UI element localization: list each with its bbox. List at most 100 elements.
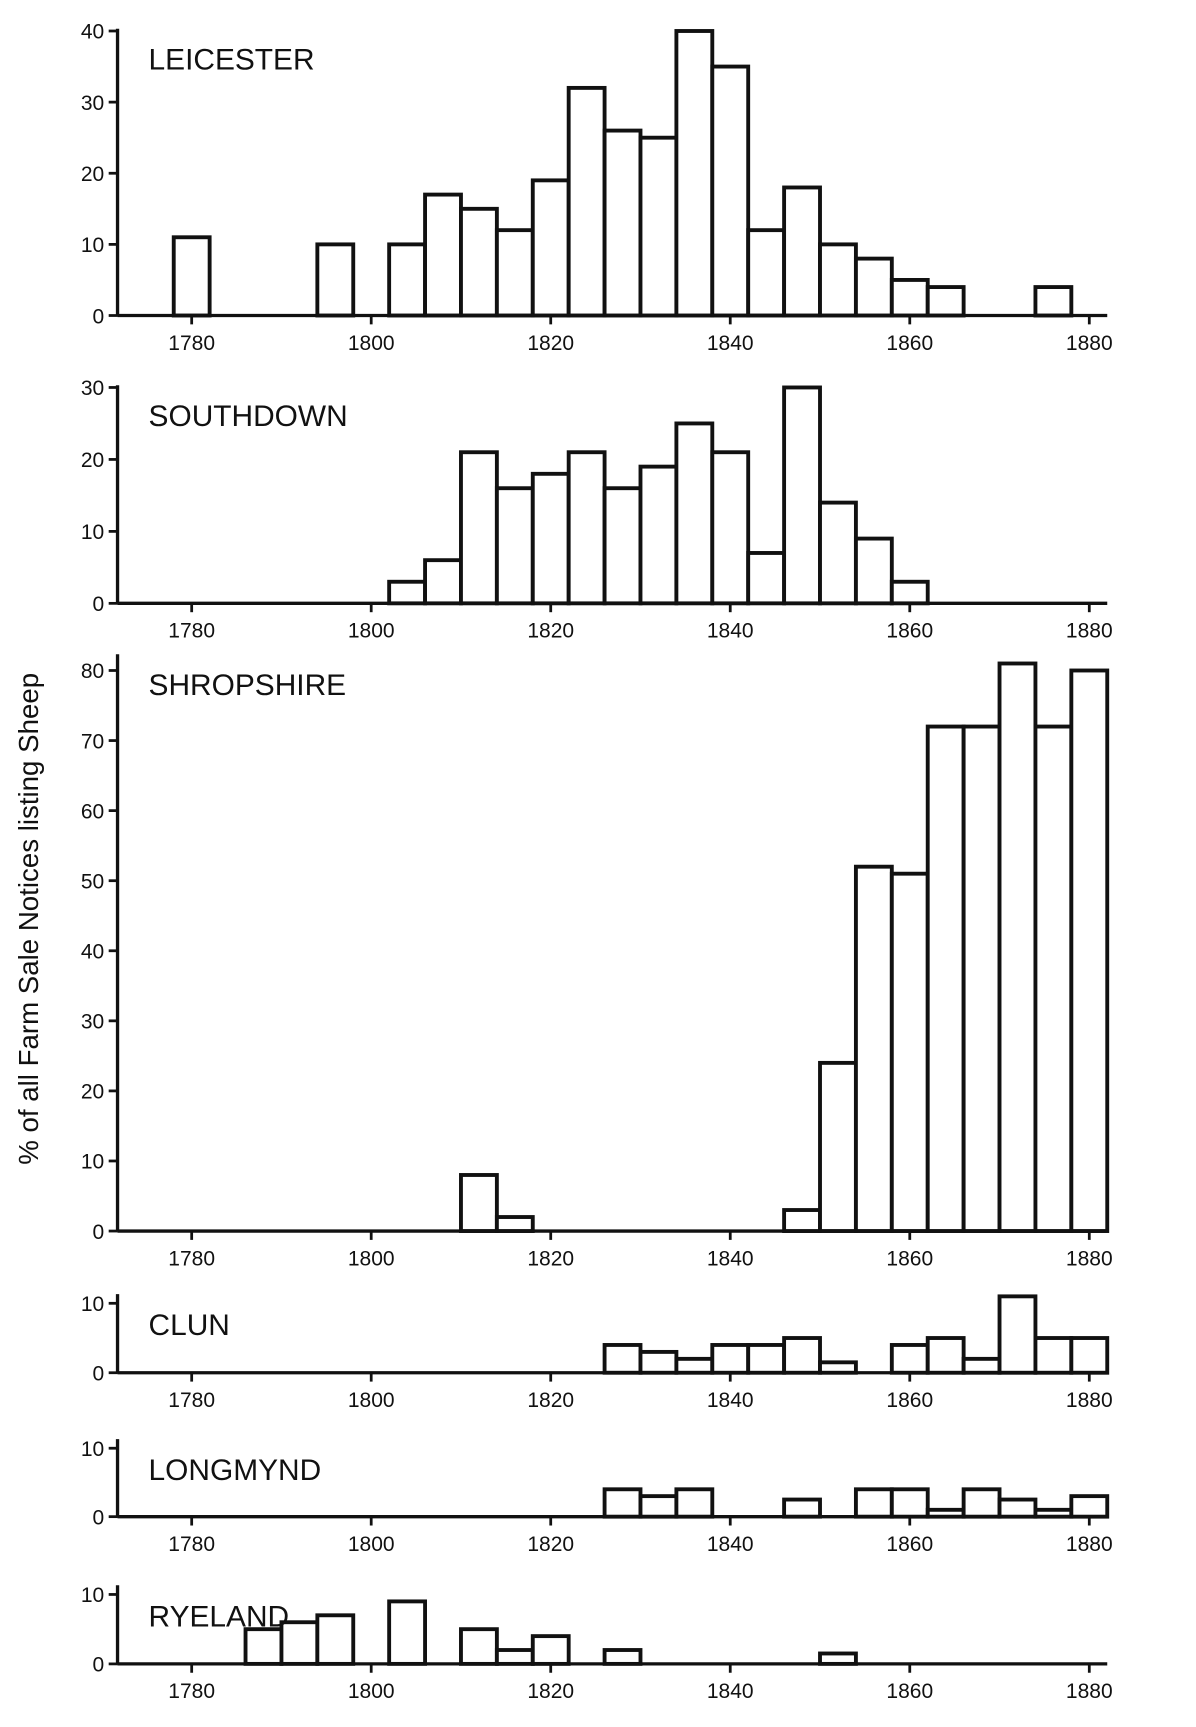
y-tick-label: 10 [81,1438,104,1461]
x-tick-label: 1800 [348,1680,395,1703]
x-tick-label: 1840 [707,1680,754,1703]
bar [638,1349,679,1375]
bar [818,242,858,318]
bar [494,1648,535,1666]
bar [782,185,822,318]
bar [638,135,679,318]
y-tick-label: 0 [93,1362,105,1385]
x-tick-label: 1840 [707,1247,754,1270]
bar [638,464,679,606]
bar [602,1343,643,1375]
bar [459,206,499,318]
x-tick-label: 1780 [168,1680,215,1703]
bar [530,471,571,606]
x-tick-label: 1860 [886,1680,933,1703]
bar [925,285,966,318]
bar [602,128,643,318]
x-tick-label: 1800 [348,1533,395,1556]
y-tick-label: 0 [93,593,105,616]
bar [997,661,1038,1233]
y-tick-label: 80 [81,660,104,683]
bar [710,450,751,606]
bar [746,551,787,606]
bar [459,1627,499,1666]
bar [853,864,894,1233]
y-tick-label: 0 [93,1506,105,1529]
bar [674,29,715,318]
y-tick-label: 40 [81,941,104,964]
bar [710,64,751,318]
bar [746,1343,787,1375]
y-tick-label: 10 [81,234,104,257]
bar [1033,1336,1074,1375]
x-tick-label: 1880 [1066,1533,1113,1556]
x-tick-label: 1800 [348,332,395,355]
bar [459,1173,499,1233]
bar [1069,668,1110,1233]
y-tick-label: 70 [81,730,104,753]
bar [387,579,427,606]
y-tick-label: 0 [93,1654,105,1677]
bar [997,1294,1038,1375]
x-tick-label: 1780 [168,1533,215,1556]
y-tick-label: 10 [81,1584,104,1607]
y-tick-label: 50 [81,870,104,893]
x-tick-label: 1820 [527,620,574,643]
bar [782,385,822,606]
x-tick-label: 1860 [886,620,933,643]
panel-title: SOUTHDOWN [149,400,348,433]
panel-title: RYELAND [149,1600,290,1633]
bar [602,1487,643,1519]
bar [889,579,930,606]
y-tick-label: 30 [81,377,104,400]
x-tick-label: 1880 [1066,1247,1113,1270]
bar [566,450,607,606]
bar [1033,724,1074,1233]
bar [961,1487,1002,1519]
x-tick-label: 1880 [1066,1389,1113,1412]
bar [674,421,715,606]
x-tick-label: 1820 [527,1680,574,1703]
y-axis-label: % of all Farm Sale Notices listing Sheep [13,673,44,1165]
bar [602,486,643,606]
bar [818,500,858,606]
bar [961,1356,1002,1375]
bar [746,228,787,318]
bar [889,871,930,1233]
x-tick-label: 1860 [886,1389,933,1412]
y-tick-label: 10 [81,521,104,544]
x-tick-label: 1880 [1066,620,1113,643]
x-tick-label: 1800 [348,1247,395,1270]
x-tick-label: 1880 [1066,332,1113,355]
x-tick-label: 1820 [527,1247,574,1270]
bar [1033,285,1074,318]
bar [782,1336,822,1375]
panel-title: CLUN [149,1309,230,1342]
y-tick-label: 20 [81,1081,104,1104]
bar [530,1634,571,1666]
bar [889,278,930,318]
bar [961,724,1002,1233]
bar [566,85,607,318]
x-tick-label: 1840 [707,1389,754,1412]
y-tick-label: 30 [81,1011,104,1034]
bar [171,235,212,318]
bar [782,1497,822,1519]
x-tick-label: 1800 [348,620,395,643]
y-tick-label: 10 [81,1293,104,1316]
bar [674,1356,715,1375]
x-tick-label: 1820 [527,1389,574,1412]
bar [853,256,894,318]
x-tick-label: 1860 [886,1247,933,1270]
bar [674,1487,715,1519]
x-tick-label: 1780 [168,1247,215,1270]
bar [853,536,894,606]
x-tick-label: 1780 [168,620,215,643]
bar [997,1497,1038,1519]
x-tick-label: 1880 [1066,1680,1113,1703]
bar [315,242,356,318]
x-tick-label: 1860 [886,332,933,355]
y-tick-label: 10 [81,1151,104,1174]
y-tick-label: 0 [93,305,105,328]
